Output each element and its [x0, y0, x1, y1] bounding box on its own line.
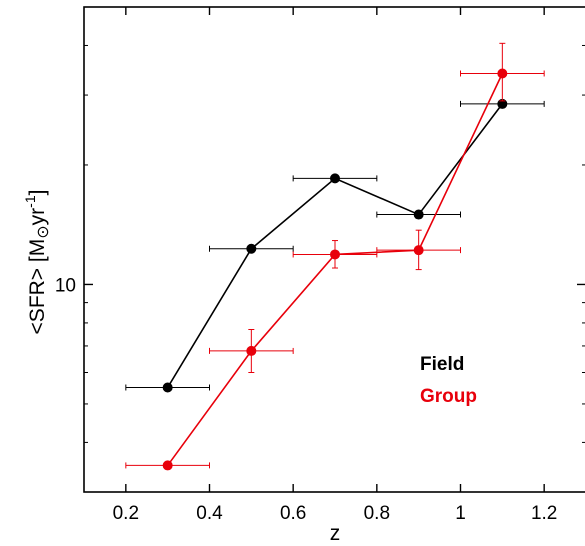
x-tick-label: 0.6 — [280, 503, 306, 524]
y-axis-label: <SFR> [M⊙yr-1] — [22, 190, 52, 335]
data-point-group — [413, 245, 424, 256]
x-axis-label: z — [330, 522, 341, 545]
x-tick-label: 0.2 — [113, 503, 139, 524]
data-point-field — [413, 209, 424, 220]
data-point-field — [246, 243, 257, 254]
legend-field: Field — [420, 354, 464, 375]
legend-group: Group — [420, 386, 477, 407]
x-tick-label: 0.4 — [196, 503, 223, 524]
data-point-field — [162, 382, 173, 393]
data-point-group — [330, 249, 340, 260]
data-point-group — [497, 68, 508, 79]
x-tick-label: 0.8 — [364, 503, 390, 524]
data-point-field — [330, 173, 340, 184]
x-tick-label: 1 — [455, 503, 466, 524]
series-layer — [125, 42, 545, 471]
data-point-group — [246, 345, 257, 356]
x-axis-ticks: 0.2 0.4 0.6 0.8 1 1.2 — [113, 7, 557, 524]
data-point-group — [162, 460, 173, 471]
x-tick-label: 1.2 — [531, 503, 557, 524]
plot-frame — [83, 6, 585, 493]
y-tick-label: 10 — [55, 275, 76, 296]
